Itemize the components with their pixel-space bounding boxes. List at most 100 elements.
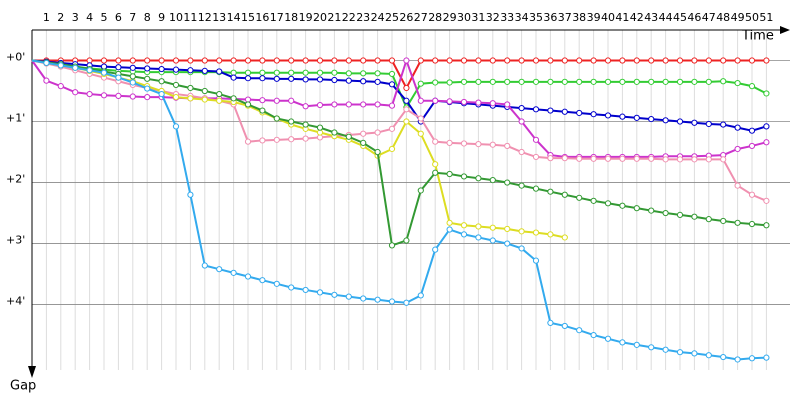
lap-point [532, 106, 540, 113]
lap-point [734, 145, 741, 153]
lap-point [576, 57, 583, 64]
lap-point [734, 356, 741, 363]
lap-point [273, 97, 280, 104]
lap-point [115, 74, 122, 81]
x-tick-label: 6 [115, 11, 122, 24]
x-tick-label: 49 [731, 11, 745, 24]
lap-point [388, 242, 396, 249]
lap-point [216, 97, 223, 104]
lap-point [72, 64, 79, 71]
lap-point [100, 69, 108, 76]
lap-point [158, 78, 165, 85]
lap-point [57, 83, 64, 90]
lap-point [619, 113, 626, 120]
lap-point [590, 155, 597, 162]
lap-point [432, 169, 439, 176]
lap-point [763, 139, 770, 146]
series-line [31, 59, 767, 132]
lap-point [172, 66, 180, 73]
lap-point [648, 344, 655, 351]
x-tick-label: 1 [43, 11, 50, 24]
y-axis-title: Gap [10, 379, 36, 394]
x-tick-label: 23 [356, 11, 370, 24]
lap-point [532, 57, 540, 64]
lap-point [446, 170, 453, 178]
lap-point [504, 78, 511, 85]
lap-point [115, 64, 122, 71]
lap-point [432, 97, 439, 104]
lap-point [532, 78, 540, 85]
x-tick-label: 40 [601, 11, 615, 24]
lap-point [144, 85, 151, 92]
lap-point [676, 211, 684, 218]
lap-point [720, 121, 727, 128]
lap-point [446, 226, 453, 233]
lap-point [302, 76, 309, 83]
y-tick-label: +3' [6, 234, 25, 247]
lap-point [129, 93, 136, 100]
lap-point [417, 115, 424, 122]
series-line [31, 59, 767, 247]
lap-point [417, 57, 424, 64]
x-tick-label: 31 [471, 11, 485, 24]
lap-point [518, 245, 525, 252]
y-tick-label: +0' [6, 51, 25, 64]
lap-point [244, 57, 252, 64]
lap-point [374, 70, 381, 77]
lap-point [446, 219, 453, 226]
lap-point [144, 75, 151, 82]
lap-point [489, 141, 496, 148]
lap-point [201, 87, 208, 95]
lap-point [460, 98, 468, 106]
lap-point [561, 57, 568, 64]
x-tick-label: 33 [500, 11, 514, 24]
lap-point [633, 205, 640, 212]
x-tick-label: 30 [457, 11, 471, 24]
lap-point [302, 135, 309, 142]
lap-point [662, 78, 669, 85]
lap-point [504, 179, 511, 186]
lap-point [129, 57, 136, 64]
lap-point [259, 57, 266, 64]
lap-point [518, 105, 525, 112]
lap-point [230, 74, 237, 81]
lap-point [619, 155, 626, 162]
lap-point [633, 341, 640, 348]
x-tick-label: 3 [72, 11, 79, 24]
lap-point [604, 155, 612, 162]
lap-point [417, 80, 424, 87]
lap-point [100, 92, 108, 99]
lap-point [662, 117, 669, 124]
x-tick-label: 2 [57, 11, 64, 24]
lap-point [676, 156, 684, 163]
lap-point [417, 97, 424, 104]
lap-point [561, 155, 568, 162]
lap-point [518, 78, 525, 85]
lap-point [504, 225, 511, 233]
lap-point [748, 220, 756, 228]
lap-point [201, 96, 208, 103]
lap-point [432, 138, 439, 145]
lap-point [648, 115, 655, 123]
lap-point [100, 57, 108, 64]
lap-point [504, 240, 511, 247]
lap-point [388, 81, 396, 88]
lap-point [172, 81, 180, 89]
x-tick-label: 5 [101, 11, 108, 24]
lap-point [158, 57, 165, 64]
lap-point [403, 299, 410, 306]
lap-point [216, 90, 223, 98]
lap-point [662, 57, 669, 64]
lap-point [547, 78, 554, 85]
lap-point [460, 78, 468, 85]
x-tick-label: 41 [615, 11, 629, 24]
x-tick-label: 20 [313, 11, 327, 24]
x-tick-label: 37 [558, 11, 572, 24]
x-tick-label: 14 [227, 11, 241, 24]
lap-point [432, 246, 439, 253]
lap-point [86, 90, 93, 98]
lap-point [316, 101, 324, 109]
lap-point [705, 352, 712, 359]
lap-point [676, 78, 684, 85]
lap-point [187, 95, 194, 102]
